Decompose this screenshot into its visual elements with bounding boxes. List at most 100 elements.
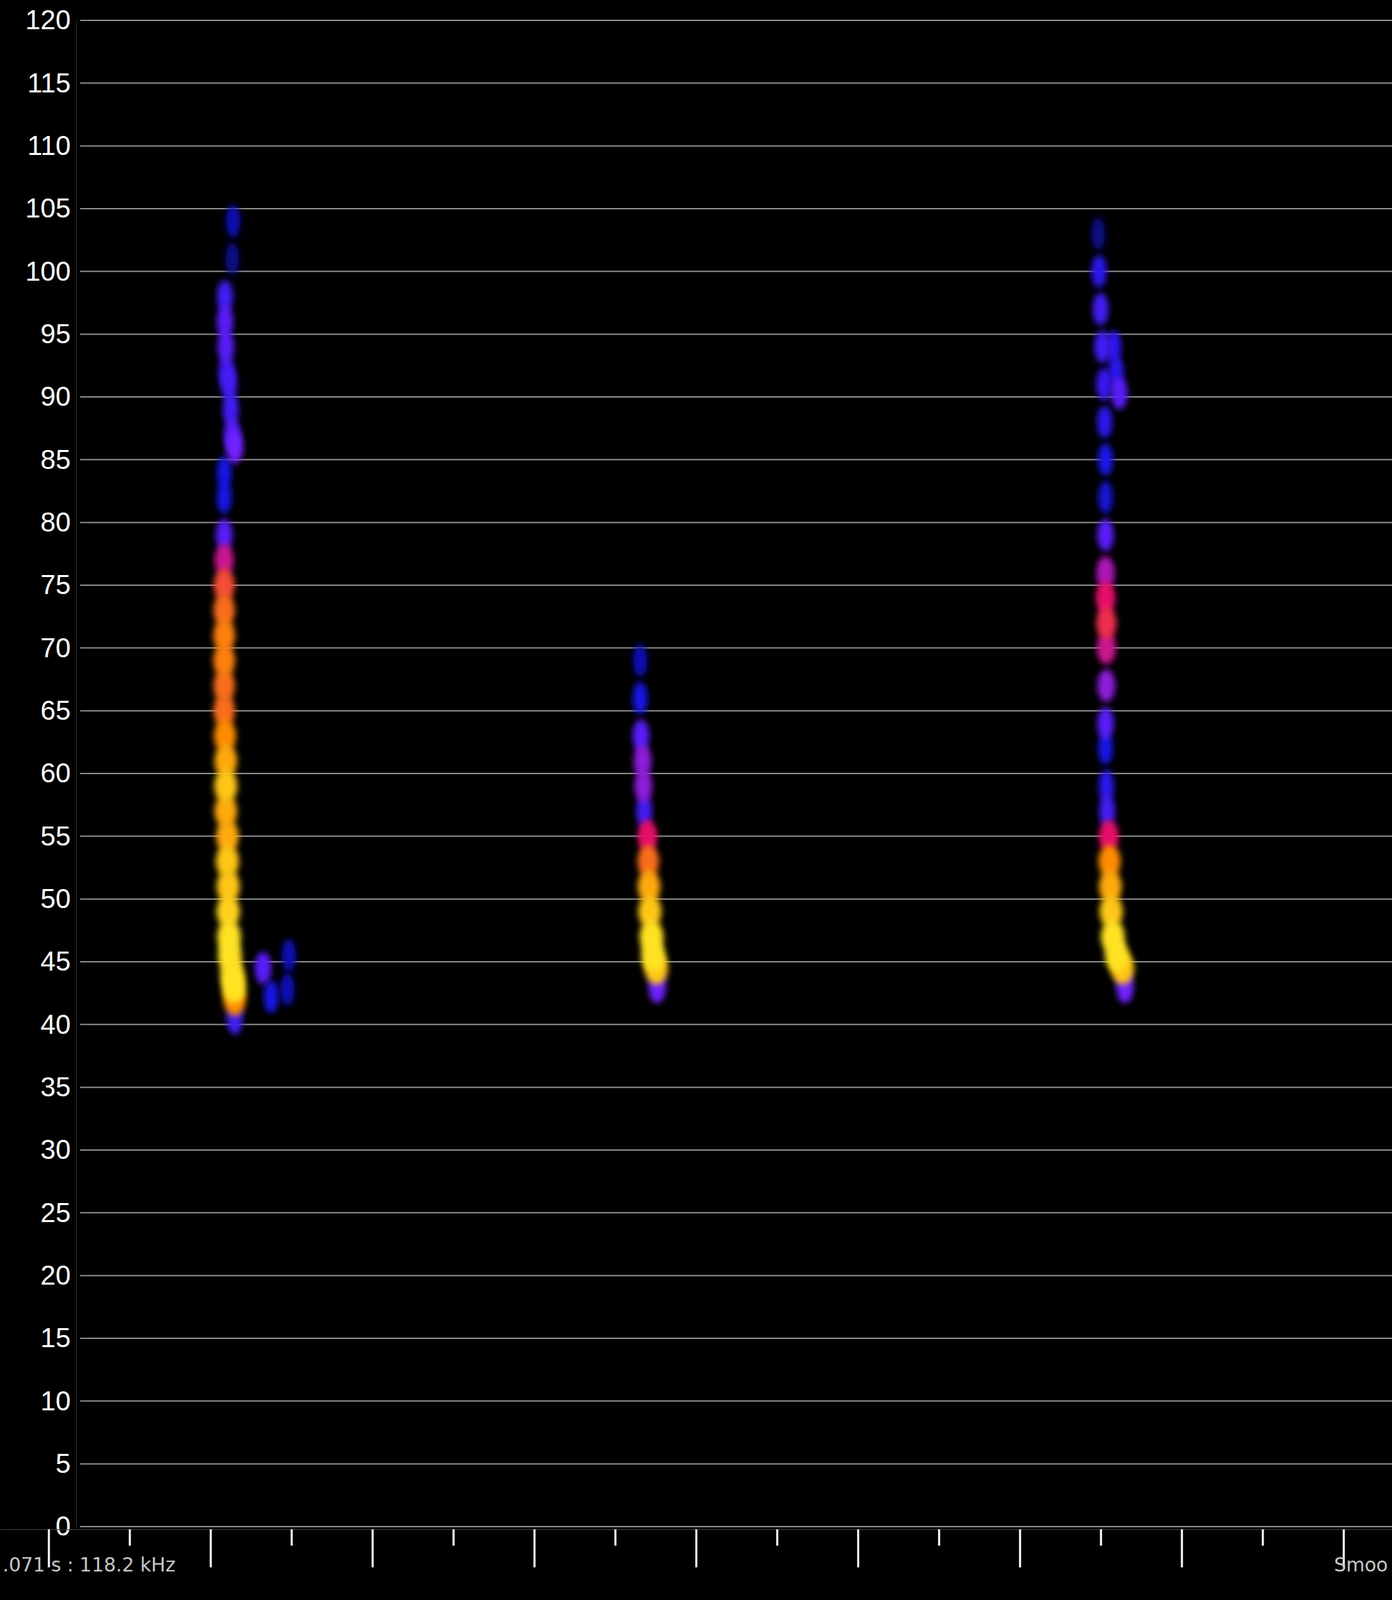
- spectral-energy: [1105, 939, 1129, 972]
- chart: 0510152025303540455055606570758085909510…: [0, 0, 1392, 1600]
- spectral-energy: [1096, 368, 1112, 402]
- grid-line: [80, 1023, 1392, 1025]
- y-tick: 65: [40, 695, 77, 726]
- grid-line: [80, 584, 1392, 586]
- y-tick-label: 45: [40, 946, 72, 977]
- y-tick-label: 120: [25, 4, 71, 35]
- spectral-energy: [1097, 706, 1114, 740]
- spectral-energy: [226, 204, 241, 238]
- y-tick: 90: [40, 381, 77, 412]
- x-tick: [1100, 1529, 1102, 1546]
- grid-line: [80, 898, 1392, 900]
- y-tick-label: 115: [27, 67, 71, 98]
- spectral-energy: [1097, 405, 1113, 439]
- x-tick: [696, 1529, 697, 1568]
- grid-line: [80, 207, 1392, 210]
- y-tick: 60: [40, 757, 77, 788]
- x-tick-mark: [695, 1529, 698, 1568]
- x-tick: [776, 1529, 778, 1546]
- y-tick-label: 0: [55, 1510, 71, 1541]
- grid-line: [80, 1337, 1392, 1339]
- spectral-energy: [1092, 292, 1109, 326]
- spectral-energy: [222, 970, 247, 1004]
- x-tick: [1019, 1529, 1021, 1568]
- x-tick-mark: [210, 1529, 213, 1568]
- y-tick: 115: [27, 67, 77, 98]
- grid-line: [80, 145, 1392, 147]
- y-tick-label: 20: [40, 1260, 72, 1291]
- y-tick-label: 30: [40, 1134, 72, 1165]
- spectral-energy: [632, 644, 648, 677]
- y-tick-label: 80: [40, 507, 72, 537]
- x-tick: [1262, 1529, 1263, 1546]
- y-tick: 120: [25, 4, 77, 35]
- spectral-energy: [1111, 376, 1128, 410]
- grid-line: [80, 333, 1392, 336]
- x-tick-mark: [533, 1529, 536, 1568]
- y-tick-label: 10: [40, 1385, 72, 1416]
- x-tick-mark: [776, 1529, 779, 1546]
- spectral-energy: [263, 980, 279, 1014]
- x-tick-mark: [1261, 1529, 1264, 1546]
- y-tick: 55: [40, 821, 77, 851]
- spectral-energy: [213, 644, 236, 677]
- y-tick: 15: [40, 1322, 77, 1353]
- y-tick: 100: [25, 256, 77, 287]
- grid-line: [80, 1525, 1392, 1528]
- grid-line: [80, 270, 1392, 272]
- y-tick: 30: [40, 1134, 77, 1165]
- y-tick-label: 100: [25, 256, 71, 287]
- spectral-energy: [634, 769, 653, 803]
- y-tick-label: 70: [40, 632, 72, 663]
- spectral-energy: [1098, 443, 1114, 476]
- grid-line: [80, 1463, 1392, 1465]
- grid-line: [80, 1086, 1392, 1089]
- y-axis: 0510152025303540455055606570758085909510…: [25, 4, 77, 1541]
- spectral-energy: [217, 330, 234, 363]
- spectral-energy: [214, 769, 238, 803]
- y-tick-label: 50: [40, 883, 72, 914]
- x-tick: [291, 1529, 293, 1546]
- y-tick-label: 35: [40, 1071, 72, 1102]
- spectral-energy: [640, 939, 665, 972]
- y-tick-label: 85: [40, 444, 72, 475]
- spectral-energy: [1096, 606, 1117, 639]
- spectral-energy: [1091, 254, 1108, 288]
- spectral-energy: [1098, 481, 1113, 514]
- x-tick: [129, 1529, 131, 1546]
- spectral-energy: [1097, 518, 1114, 552]
- x-tick-mark: [1018, 1529, 1021, 1568]
- x-tick: [938, 1529, 940, 1546]
- y-tick: 45: [40, 946, 77, 977]
- x-tick-mark: [857, 1529, 860, 1568]
- x-tick-mark: [937, 1529, 941, 1546]
- x-tick: [1181, 1529, 1182, 1568]
- y-tick-label: 105: [25, 193, 71, 223]
- grid-line: [80, 772, 1392, 775]
- y-tick: 105: [25, 193, 77, 223]
- plot-area: [213, 204, 1135, 1035]
- grid-line: [80, 1211, 1392, 1214]
- spectral-energy: [282, 939, 297, 972]
- y-tick-label: 15: [40, 1322, 72, 1353]
- grid-line: [80, 396, 1392, 398]
- y-tick-label: 95: [40, 318, 72, 349]
- y-tick: 110: [27, 130, 77, 161]
- grid-line: [80, 1275, 1392, 1277]
- y-tick: 35: [40, 1071, 77, 1102]
- grid-line: [80, 961, 1392, 963]
- y-tick: 70: [40, 632, 77, 663]
- grid-line: [80, 1149, 1392, 1151]
- y-tick: 95: [40, 318, 77, 349]
- y-tick-label: 5: [55, 1448, 71, 1479]
- y-tick: 50: [40, 883, 77, 914]
- y-axis-line: [76, 21, 77, 1528]
- status-text: Smoo: [1334, 1553, 1388, 1577]
- x-tick-mark: [614, 1529, 617, 1546]
- grid-line: [80, 647, 1392, 649]
- y-tick: 10: [40, 1385, 77, 1416]
- y-tick: 75: [40, 569, 77, 600]
- y-tick-label: 65: [40, 695, 72, 726]
- x-tick-mark: [452, 1529, 455, 1546]
- spectral-energy: [254, 951, 272, 985]
